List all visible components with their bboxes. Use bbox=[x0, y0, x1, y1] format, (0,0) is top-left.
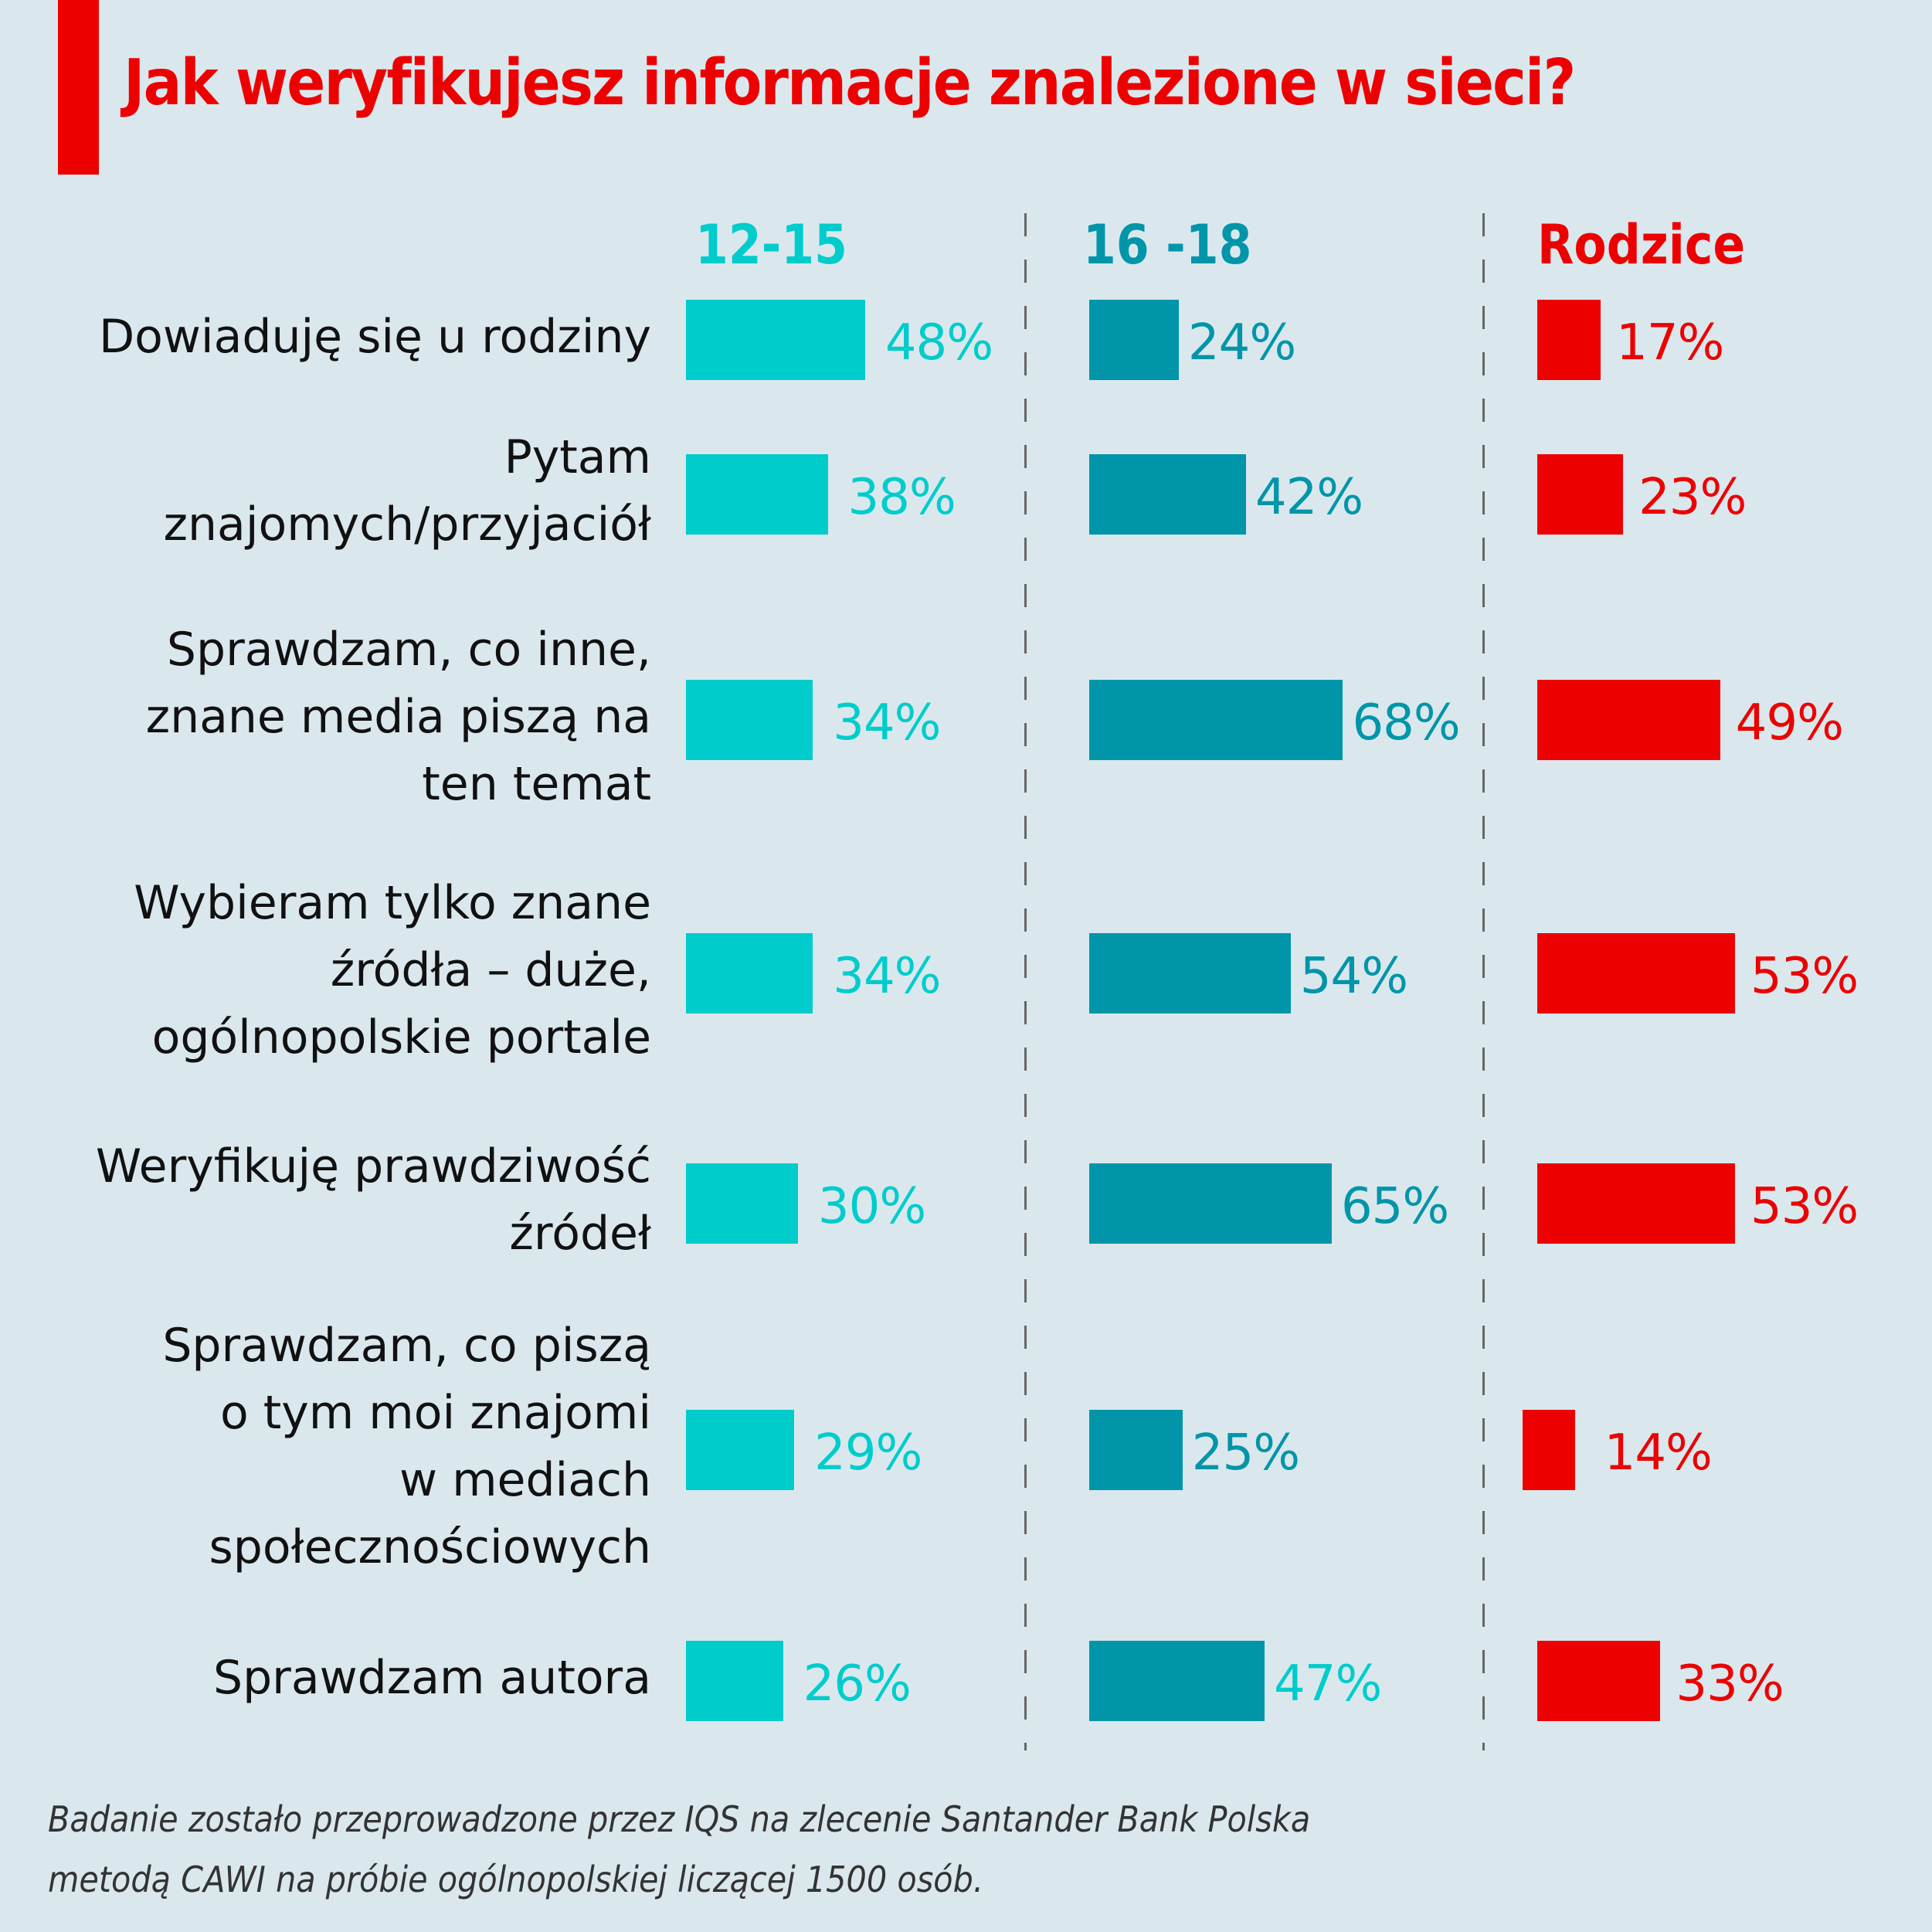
data-label: 38% bbox=[847, 469, 956, 526]
footnote: Badanie zostało przeprowadzone przez IQS… bbox=[48, 1789, 1310, 1910]
bar-12-15-4 bbox=[686, 1163, 798, 1244]
data-label: 26% bbox=[803, 1655, 912, 1713]
category-label-line: Wybieram tylko znane bbox=[134, 875, 651, 930]
data-label: 25% bbox=[1191, 1424, 1300, 1482]
column-header-12-15: 12-15 bbox=[695, 213, 848, 277]
data-label: 65% bbox=[1340, 1178, 1449, 1235]
category-label: Sprawdzam autora bbox=[213, 1645, 651, 1712]
column-header-16-18: 16 -18 bbox=[1083, 213, 1252, 277]
bar-12-15-2 bbox=[686, 680, 813, 760]
data-label: 68% bbox=[1352, 694, 1460, 752]
data-label: 14% bbox=[1604, 1424, 1713, 1482]
category-label-line: społecznościowych bbox=[209, 1520, 651, 1574]
bar-16-18-3 bbox=[1089, 933, 1291, 1014]
data-label: 33% bbox=[1676, 1655, 1784, 1713]
data-label: 23% bbox=[1638, 469, 1747, 526]
category-label-line: źródeł bbox=[509, 1207, 651, 1261]
footnote-line-2: metodą CAWI na próbie ogólnopolskiej lic… bbox=[48, 1859, 984, 1900]
bar-12-15-6 bbox=[686, 1641, 783, 1721]
data-label: 49% bbox=[1735, 694, 1844, 752]
data-label: 53% bbox=[1750, 948, 1859, 1005]
category-label-line: Dowiaduję się u rodziny bbox=[98, 309, 651, 364]
category-label-line: źródła – duże, bbox=[330, 942, 651, 997]
bar-16-18-4 bbox=[1089, 1163, 1332, 1244]
data-label: 42% bbox=[1255, 469, 1363, 526]
title-accent-bar bbox=[58, 0, 99, 175]
data-label: 47% bbox=[1274, 1655, 1382, 1713]
category-label-line: o tym moi znajomi bbox=[219, 1386, 651, 1440]
category-label-line: w mediach bbox=[399, 1453, 651, 1507]
data-label: 30% bbox=[817, 1178, 926, 1235]
category-label: Pytam znajomych/przyjaciół bbox=[164, 424, 651, 559]
column-separator-1 bbox=[1024, 213, 1027, 1750]
data-label: 54% bbox=[1299, 948, 1408, 1005]
category-label-line: Weryfikuję prawdziwość bbox=[95, 1139, 651, 1193]
category-label: Sprawdzam, co inne, znane media piszą na t… bbox=[146, 616, 651, 818]
data-label: 24% bbox=[1187, 314, 1296, 372]
bar-rodzice-1 bbox=[1537, 454, 1624, 535]
bar-rodzice-5 bbox=[1523, 1410, 1575, 1490]
category-label-line: znane media piszą na bbox=[145, 689, 651, 744]
bar-rodzice-0 bbox=[1537, 300, 1601, 380]
footnote-line-1: Badanie zostało przeprowadzone przez IQS… bbox=[48, 1798, 1311, 1840]
category-label-line: ten temat bbox=[422, 756, 651, 811]
category-label-line: Pytam bbox=[504, 430, 651, 484]
category-label-line: znajomych/przyjaciół bbox=[163, 497, 651, 552]
column-separator-2 bbox=[1482, 213, 1485, 1750]
bar-rodzice-3 bbox=[1537, 933, 1735, 1014]
chart-title: Jak weryfikujesz informacje znalezione w… bbox=[124, 46, 1576, 120]
category-label-line: ogólnopolskie portale bbox=[151, 1010, 651, 1064]
category-label: Dowiaduję się u rodziny bbox=[99, 304, 651, 371]
data-label: 53% bbox=[1750, 1178, 1859, 1235]
data-label: 34% bbox=[833, 694, 941, 752]
category-label: Weryfikuję prawdziwość źródeł bbox=[96, 1133, 651, 1268]
bar-16-18-0 bbox=[1089, 300, 1179, 380]
bar-12-15-3 bbox=[686, 933, 813, 1014]
category-label-line: Sprawdzam, co inne, bbox=[166, 622, 651, 677]
data-label: 48% bbox=[885, 314, 993, 372]
bar-12-15-0 bbox=[686, 300, 865, 380]
bar-16-18-2 bbox=[1089, 680, 1343, 760]
bar-rodzice-6 bbox=[1537, 1641, 1661, 1721]
bar-12-15-1 bbox=[686, 454, 828, 535]
data-label: 34% bbox=[833, 948, 941, 1005]
data-label: 17% bbox=[1616, 314, 1724, 372]
bar-16-18-6 bbox=[1089, 1641, 1265, 1721]
bar-rodzice-4 bbox=[1537, 1163, 1735, 1244]
bar-rodzice-2 bbox=[1537, 680, 1720, 760]
category-label-line: Sprawdzam autora bbox=[212, 1650, 651, 1705]
column-header-parents: Rodzice bbox=[1537, 213, 1746, 277]
data-label: 29% bbox=[814, 1424, 922, 1482]
bar-16-18-1 bbox=[1089, 454, 1246, 535]
category-label-line: Sprawdzam, co piszą bbox=[162, 1319, 651, 1373]
category-label: Wybieram tylko znane źródła – duże, ogólno… bbox=[134, 870, 651, 1071]
category-label: Sprawdzam, co piszą o tym moi znajomi w me… bbox=[162, 1312, 651, 1581]
bar-16-18-5 bbox=[1089, 1410, 1183, 1490]
bar-12-15-5 bbox=[686, 1410, 795, 1490]
